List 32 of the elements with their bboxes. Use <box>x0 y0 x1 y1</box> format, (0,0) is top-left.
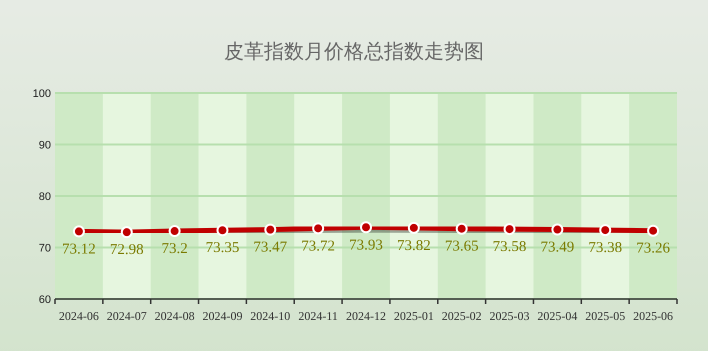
y-tick-label: 60 <box>38 294 51 306</box>
x-tick-label: 2024-09 <box>202 309 242 323</box>
data-label: 73.58 <box>492 239 526 256</box>
data-label: 73.65 <box>444 238 479 255</box>
data-label: 73.35 <box>206 240 240 256</box>
data-label: 72.98 <box>110 242 144 258</box>
y-tick-label: 100 <box>32 88 51 100</box>
x-tick-label: 2025-02 <box>442 309 482 323</box>
x-tick-label: 2024-12 <box>346 309 386 323</box>
x-tick-label: 2025-05 <box>585 309 626 323</box>
data-label: 73.2 <box>161 241 188 258</box>
y-tick-label: 90 <box>38 140 51 152</box>
x-tick-label: 2024-10 <box>250 309 290 323</box>
x-tick-label: 2025-04 <box>537 309 578 323</box>
x-tick-label: 2024-11 <box>298 309 338 323</box>
data-label: 73.26 <box>636 240 670 257</box>
data-label: 73.72 <box>301 238 336 254</box>
x-tick-label: 2024-06 <box>58 309 99 323</box>
data-label: 73.49 <box>540 240 574 256</box>
data-label: 73.93 <box>349 237 383 254</box>
x-tick-label: 2024-07 <box>106 309 147 323</box>
data-label: 73.38 <box>588 240 622 256</box>
x-tick-label: 2025-03 <box>490 309 530 323</box>
y-tick-label: 70 <box>38 242 51 254</box>
y-tick-label: 80 <box>38 191 51 203</box>
x-tick-label: 2024-08 <box>154 309 195 323</box>
x-tick-label: 2025-01 <box>394 309 434 323</box>
data-label: 73.47 <box>253 240 288 256</box>
data-label: 73.82 <box>396 238 431 254</box>
x-tick-label: 2025-06 <box>633 309 674 323</box>
chart-title: 皮革指数月价格总指数走势图 <box>224 41 484 63</box>
data-label: 73.12 <box>62 241 96 258</box>
